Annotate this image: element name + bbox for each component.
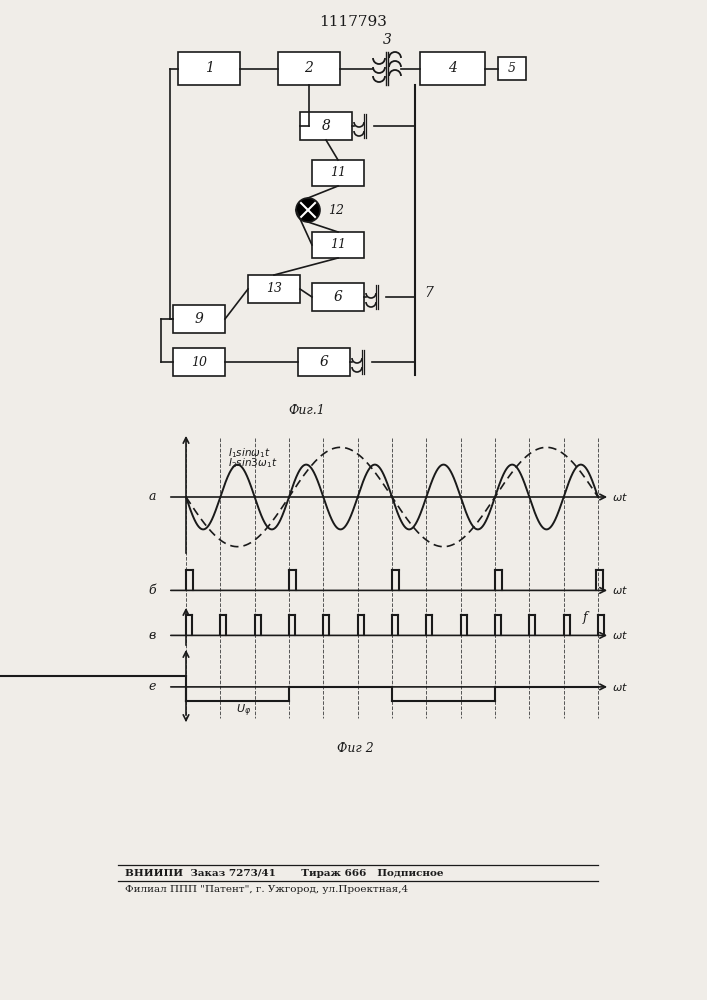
- Bar: [248, 275, 300, 303]
- Text: 12: 12: [328, 204, 344, 217]
- Text: $U_\varphi$: $U_\varphi$: [236, 702, 252, 719]
- Bar: [312, 232, 364, 258]
- Text: Фиг.1: Фиг.1: [288, 403, 325, 416]
- Text: 5: 5: [508, 62, 516, 75]
- Text: в: в: [148, 629, 156, 642]
- Bar: [300, 112, 352, 140]
- Text: е: е: [148, 680, 156, 693]
- Text: Филиал ППП "Патент", г. Ужгород, ул.Проектная,4: Филиал ППП "Патент", г. Ужгород, ул.Прое…: [125, 884, 408, 894]
- Bar: [278, 52, 340, 85]
- Bar: [173, 305, 225, 333]
- Circle shape: [296, 198, 320, 222]
- Text: 13: 13: [266, 282, 282, 296]
- Text: 4: 4: [448, 62, 457, 76]
- Text: f: f: [583, 611, 588, 624]
- Text: а: а: [148, 490, 156, 504]
- Text: 3: 3: [382, 33, 392, 47]
- Text: 1117793: 1117793: [319, 15, 387, 29]
- Text: 8: 8: [322, 119, 330, 133]
- Text: 6: 6: [334, 290, 342, 304]
- Text: 2: 2: [305, 62, 313, 76]
- Text: 11: 11: [330, 238, 346, 251]
- Text: Фиг 2: Фиг 2: [337, 742, 373, 754]
- Text: 10: 10: [191, 356, 207, 368]
- Text: $\omega t$: $\omega t$: [612, 491, 628, 503]
- Bar: [173, 348, 225, 376]
- Text: $\omega t$: $\omega t$: [612, 681, 628, 693]
- Text: ВНИИПИ  Заказ 7273/41       Тираж 666   Подписное: ВНИИПИ Заказ 7273/41 Тираж 666 Подписное: [125, 868, 443, 878]
- Bar: [178, 52, 240, 85]
- Text: 9: 9: [194, 312, 204, 326]
- Text: 6: 6: [320, 355, 329, 369]
- Text: $\omega t$: $\omega t$: [612, 629, 628, 641]
- Text: $I_1 sin\omega_1 t$: $I_1 sin\omega_1 t$: [228, 446, 271, 460]
- Text: б: б: [148, 584, 156, 597]
- Bar: [298, 348, 350, 376]
- Bar: [312, 160, 364, 186]
- Bar: [312, 283, 364, 311]
- Text: 11: 11: [330, 166, 346, 180]
- Bar: [420, 52, 485, 85]
- Bar: [498, 57, 526, 80]
- Text: 1: 1: [204, 62, 214, 76]
- Text: $\omega t$: $\omega t$: [612, 584, 628, 596]
- Text: $I_2 sin3\omega_1 t$: $I_2 sin3\omega_1 t$: [228, 456, 277, 470]
- Text: 7: 7: [424, 286, 433, 300]
